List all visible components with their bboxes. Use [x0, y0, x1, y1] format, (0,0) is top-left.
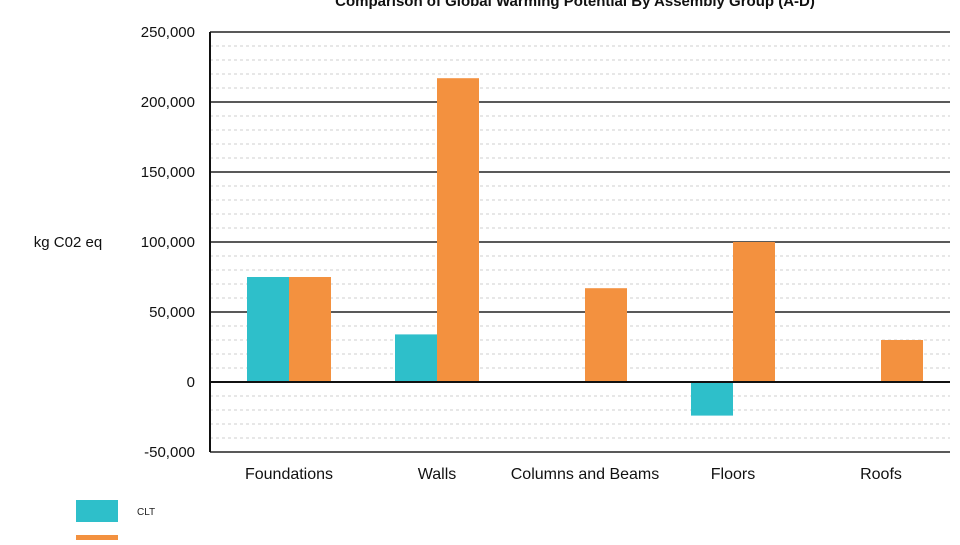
- chart-title: Comparison of Global Warming Potential B…: [335, 0, 815, 10]
- x-tick-label: Walls: [418, 466, 457, 483]
- y-tick-label: 250,000: [141, 24, 195, 41]
- legend-label-clt: CLT: [137, 507, 155, 518]
- bar-clt-floors: [691, 382, 733, 416]
- bar-clt-foundations: [247, 277, 289, 382]
- bars: [247, 78, 923, 416]
- legend: CLTCONCRETE: [76, 500, 193, 545]
- y-tick-label: 0: [187, 374, 195, 391]
- bar-concrete-columns-and-beams: [585, 288, 627, 382]
- major-gridlines: [210, 31, 950, 453]
- x-tick-labels: Foundations Walls Columns and Beams Floors R…: [245, 466, 902, 483]
- x-tick-label: Floors: [711, 466, 755, 483]
- bar-concrete-foundations: [289, 277, 331, 382]
- bar-concrete-floors: [733, 242, 775, 382]
- y-tick-label: 150,000: [141, 164, 195, 181]
- y-tick-label: 50,000: [149, 304, 195, 321]
- bar-concrete-roofs: [881, 340, 923, 382]
- x-tick-label: Columns and Beams: [511, 466, 660, 483]
- y-axis-label: kg C02 eq: [34, 234, 102, 251]
- legend-swatch-concrete: [76, 535, 118, 545]
- y-tick-label: 100,000: [141, 234, 195, 251]
- bar-clt-walls: [395, 334, 437, 382]
- y-tick-label: -50,000: [144, 444, 195, 461]
- x-tick-label: Roofs: [860, 466, 902, 483]
- y-tick-label: 200,000: [141, 94, 195, 111]
- y-tick-labels: 250,000 200,000 150,000 100,000 50,000 0 -50,0…: [141, 24, 195, 461]
- legend-swatch-clt: [76, 500, 118, 522]
- x-tick-label: Foundations: [245, 466, 333, 483]
- bar-concrete-walls: [437, 78, 479, 382]
